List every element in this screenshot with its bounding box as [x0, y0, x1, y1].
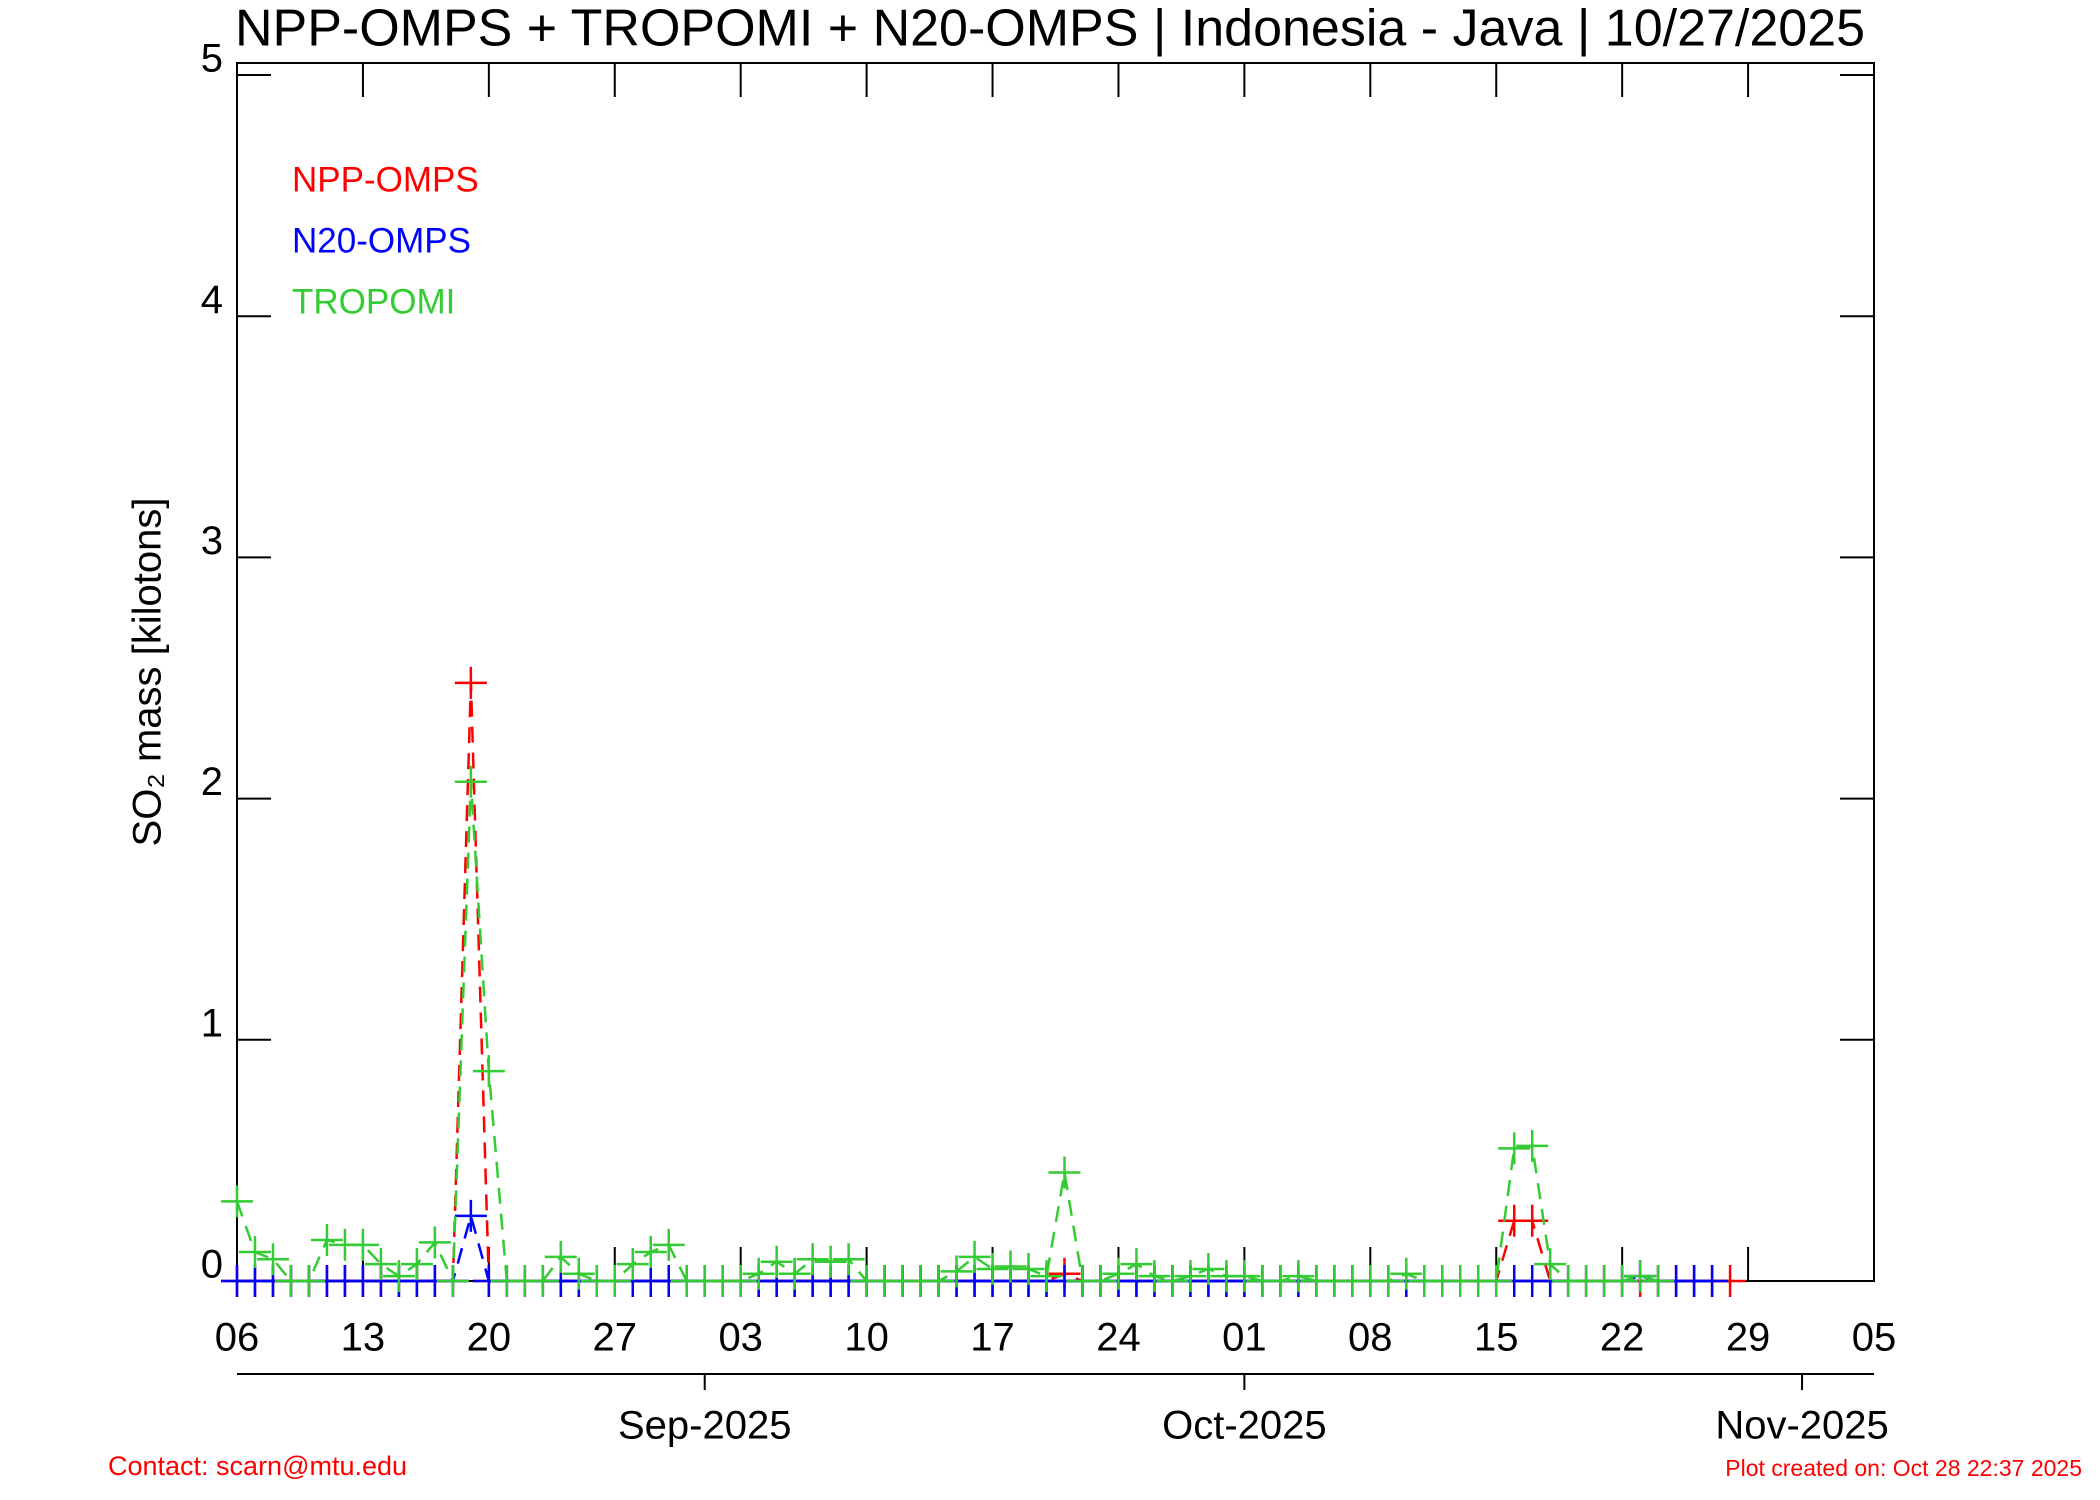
data-point: [598, 1265, 631, 1297]
data-point: [1534, 1248, 1567, 1281]
y-tick-label: 5: [201, 37, 223, 81]
x-tick-label: 13: [341, 1316, 386, 1360]
data-point: [400, 1248, 433, 1281]
data-point: [238, 1236, 271, 1269]
data-point: [454, 666, 487, 699]
x-tick-label: 17: [970, 1316, 1015, 1360]
data-point: [1516, 1129, 1549, 1162]
data-point: [418, 1226, 451, 1259]
x-tick-label: 10: [844, 1316, 889, 1360]
data-point: [652, 1228, 685, 1261]
data-point: [1156, 1265, 1189, 1297]
legend-entry: N20-OMPS: [292, 221, 471, 260]
footer-contact: Contact: scarn@mtu.edu: [108, 1451, 407, 1481]
data-point: [436, 1265, 469, 1297]
data-point: [1498, 1132, 1531, 1165]
data-point: [1048, 1156, 1081, 1189]
x-tick-label: 22: [1600, 1316, 1645, 1360]
data-point: [760, 1245, 793, 1278]
data-point: [1192, 1252, 1225, 1285]
data-point: [1390, 1257, 1423, 1290]
data-point: [976, 1252, 1009, 1285]
y-axis-label: SO₂ mass [kilotons]: [126, 498, 170, 847]
x-tick-label: 20: [467, 1316, 512, 1360]
data-point: [1696, 1265, 1729, 1297]
data-point: [1228, 1260, 1261, 1293]
month-label: Sep-2025: [618, 1404, 791, 1448]
y-tick-label: 4: [201, 278, 223, 322]
data-point: [994, 1250, 1027, 1283]
data-point: [221, 1185, 253, 1218]
data-point: [454, 1199, 487, 1232]
data-point: [256, 1243, 289, 1276]
data-point: [292, 1265, 325, 1297]
data-point: [1174, 1260, 1207, 1293]
data-point: [382, 1260, 415, 1293]
data-point: [1138, 1260, 1171, 1293]
data-point: [778, 1257, 811, 1290]
data-point: [814, 1245, 847, 1278]
data-point: [364, 1248, 397, 1281]
month-label: Nov-2025: [1715, 1404, 1888, 1448]
y-tick-label: 2: [201, 760, 223, 804]
data-point: [1642, 1265, 1675, 1297]
data-point: [796, 1243, 829, 1276]
data-point: [562, 1257, 595, 1290]
data-point: [1264, 1265, 1297, 1297]
data-point: [1624, 1260, 1657, 1293]
series-line: [235, 781, 1659, 1283]
y-tick-label: 3: [201, 519, 223, 563]
data-point: [922, 1265, 955, 1297]
data-point: [1282, 1260, 1315, 1293]
data-point: [724, 1265, 757, 1297]
data-point: [1372, 1265, 1405, 1297]
data-point: [1084, 1265, 1117, 1297]
data-point: [940, 1255, 973, 1288]
x-tick-label: 15: [1474, 1316, 1519, 1360]
x-tick-label: 24: [1096, 1316, 1141, 1360]
x-tick-label: 03: [718, 1316, 763, 1360]
data-point: [1120, 1248, 1153, 1281]
legend-entry: NPP-OMPS: [292, 160, 479, 199]
data-point: [472, 1055, 505, 1088]
y-tick-label: 0: [201, 1243, 223, 1287]
data-point: [634, 1236, 667, 1269]
chart-title: NPP-OMPS + TROPOMI + N20-OMPS | Indonesi…: [235, 0, 1865, 58]
x-tick-label: 06: [215, 1316, 260, 1360]
x-tick-label: 08: [1348, 1316, 1393, 1360]
data-point: [958, 1240, 991, 1273]
y-tick-label: 1: [201, 1001, 223, 1045]
data-point: [1012, 1252, 1045, 1285]
month-label: Oct-2025: [1162, 1404, 1327, 1448]
data-point: [544, 1240, 577, 1273]
data-point: [454, 765, 487, 798]
data-point: [310, 1224, 343, 1256]
data-point: [346, 1228, 379, 1261]
data-point: [742, 1257, 775, 1290]
data-point: [832, 1243, 865, 1276]
x-tick-label: 29: [1726, 1316, 1771, 1360]
data-point: [1030, 1260, 1063, 1293]
data-point: [526, 1265, 559, 1297]
x-tick-label: 27: [593, 1316, 638, 1360]
data-point: [616, 1248, 649, 1281]
x-tick-label: 05: [1852, 1316, 1897, 1360]
data-point: [1606, 1265, 1639, 1297]
footer-created: Plot created on: Oct 28 22:37 2025: [1725, 1455, 2082, 1481]
legend-entry: TROPOMI: [292, 282, 455, 321]
data-point: [1480, 1265, 1513, 1297]
data-point: [1102, 1257, 1135, 1290]
x-tick-label: 01: [1222, 1316, 1267, 1360]
